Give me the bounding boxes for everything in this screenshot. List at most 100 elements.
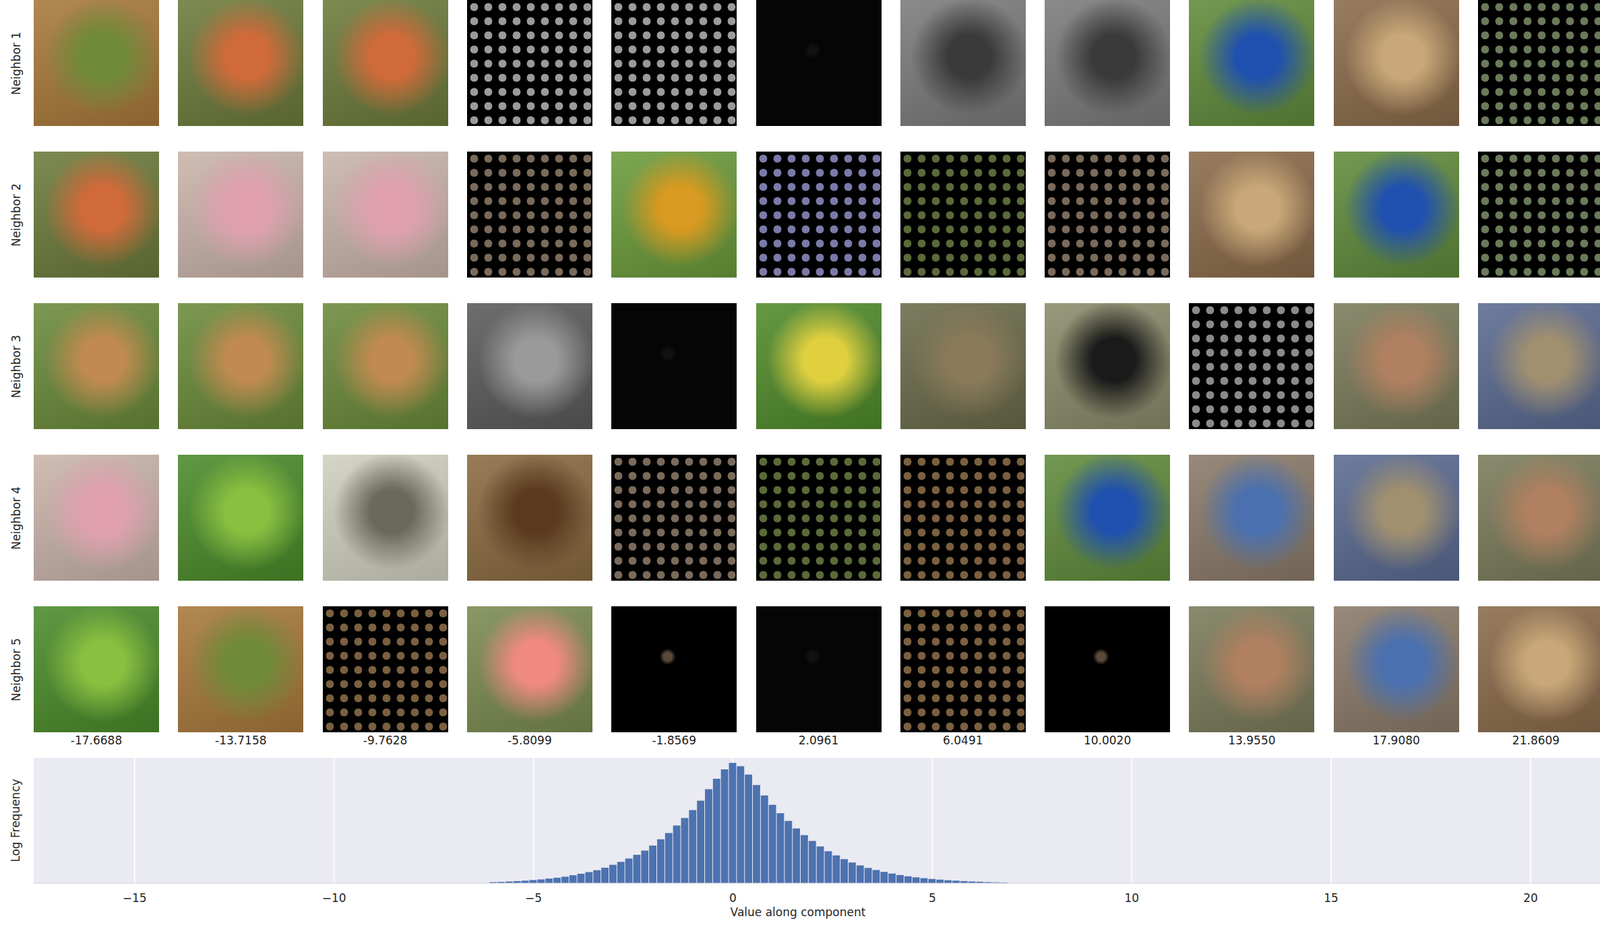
bar: [617, 862, 625, 884]
bar: [864, 868, 873, 884]
thumbnail: [1188, 303, 1315, 430]
thumbnail: [756, 0, 882, 127]
bar: [529, 880, 538, 884]
bar: [593, 870, 601, 884]
bar: [952, 880, 960, 884]
thumbnail: [611, 606, 737, 733]
bar: [736, 766, 745, 884]
thumbnail: [467, 303, 593, 430]
bar: [840, 859, 848, 884]
bar: [968, 882, 976, 884]
bar: [497, 882, 505, 884]
bar: [585, 872, 593, 884]
column-label: 2.0961: [756, 733, 882, 748]
thumbnail: [322, 606, 449, 733]
thumbnail: [322, 0, 449, 127]
thumbnail: [1478, 606, 1600, 733]
thumbnail: [900, 606, 1026, 733]
figure: Neighbor 1Neighbor 2Neighbor 3Neighbor 4…: [0, 0, 1600, 931]
bar: [537, 879, 545, 884]
thumbnail: [1044, 606, 1171, 733]
row-label: Neighbor 1: [9, 22, 23, 104]
bar: [721, 769, 729, 884]
grid-line: [333, 758, 335, 884]
bar: [713, 779, 721, 884]
bar: [760, 795, 769, 884]
thumbnail: [33, 151, 160, 278]
bar: [649, 845, 657, 884]
tick-label: 15: [1323, 891, 1339, 906]
bar: [489, 882, 497, 884]
tick-label: −5: [525, 891, 542, 906]
thumbnail: [900, 454, 1026, 581]
plot-area: [33, 758, 1600, 884]
row-label: Neighbor 3: [9, 326, 23, 408]
bar: [513, 881, 521, 884]
tick-label: 10: [1124, 891, 1140, 906]
thumbnail: [756, 454, 882, 581]
thumbnail: [33, 454, 160, 581]
thumbnail: [177, 151, 304, 278]
column-label: -13.7158: [177, 733, 304, 748]
thumbnail: [611, 151, 737, 278]
thumbnail: [1478, 454, 1600, 581]
thumbnail: [1333, 151, 1460, 278]
thumbnail: [1333, 0, 1460, 127]
thumbnail: [756, 303, 882, 430]
bar: [848, 862, 856, 884]
thumbnail: [33, 0, 160, 127]
bar: [928, 879, 936, 884]
bar: [688, 810, 697, 885]
tick-label: −10: [322, 891, 347, 906]
thumbnail: [467, 0, 593, 127]
bar: [665, 833, 673, 884]
thumbnail: [611, 0, 737, 127]
bar: [768, 805, 777, 884]
row-label: Neighbor 5: [9, 629, 23, 711]
column-label: -5.8099: [467, 733, 593, 748]
bar: [784, 821, 792, 884]
bar: [872, 870, 881, 884]
bar: [673, 825, 681, 884]
bar: [777, 813, 785, 884]
bar: [680, 818, 689, 884]
thumbnail: [177, 606, 304, 733]
bar: [1000, 882, 1008, 884]
x-axis-label: Value along component: [730, 905, 867, 920]
bar: [704, 789, 713, 885]
thumbnail: [177, 454, 304, 581]
bar: [936, 880, 944, 884]
column-label: -1.8569: [611, 733, 737, 748]
thumbnail: [611, 454, 737, 581]
bar: [744, 775, 753, 884]
tick-label: 0: [729, 891, 737, 906]
thumbnail: [1188, 0, 1315, 127]
bar: [505, 882, 513, 884]
bar: [880, 872, 888, 884]
thumbnail: [900, 303, 1026, 430]
thumbnail: [467, 606, 593, 733]
thumbnail: [900, 151, 1026, 278]
bar: [992, 882, 1000, 884]
bar: [521, 880, 530, 884]
column-label: 17.9080: [1333, 733, 1460, 748]
bar: [696, 801, 705, 884]
column-label: 13.9550: [1188, 733, 1315, 748]
bar: [800, 835, 809, 884]
bars: [489, 762, 1007, 884]
tick-label: −15: [122, 891, 147, 906]
tick-label: 5: [928, 891, 937, 906]
column-label: 10.0020: [1044, 733, 1171, 748]
thumbnail: [1478, 303, 1600, 430]
thumbnail: [1044, 454, 1171, 581]
thumbnail: [322, 454, 449, 581]
bar: [832, 855, 840, 884]
thumbnail: [1044, 0, 1171, 127]
y-axis-label: Log Frequency: [8, 779, 23, 863]
thumbnail: [322, 151, 449, 278]
grid-line: [1130, 758, 1133, 884]
grid-line: [533, 758, 535, 884]
thumbnail: [33, 303, 160, 430]
thumbnail: [1188, 606, 1315, 733]
bar: [545, 878, 553, 884]
